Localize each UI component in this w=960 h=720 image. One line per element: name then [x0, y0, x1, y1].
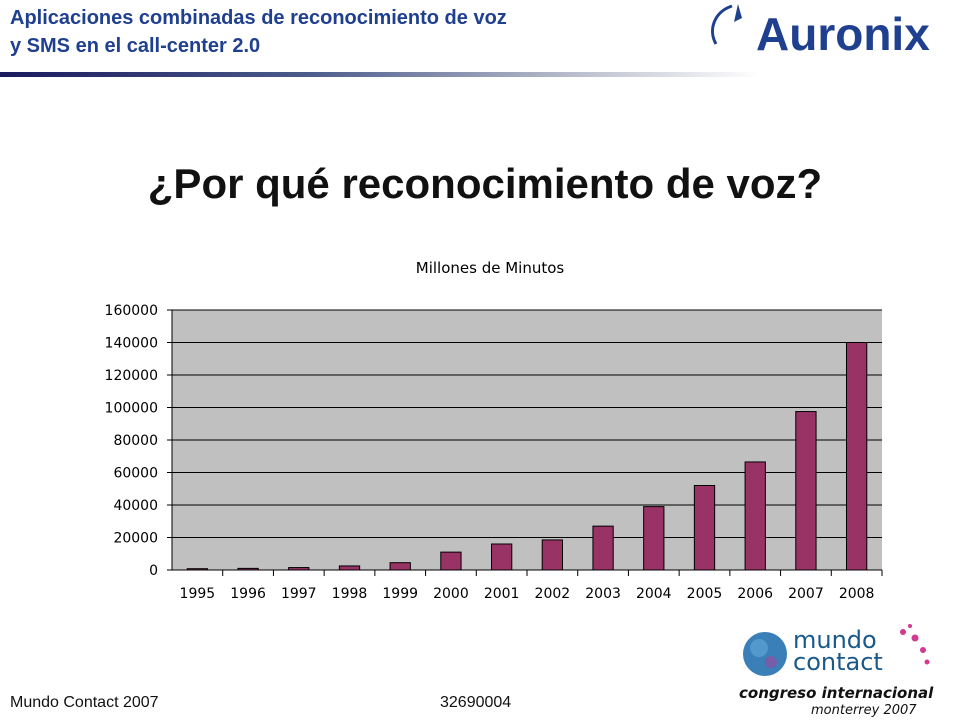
bar-2008 [846, 342, 868, 571]
x-tick-label: 2005 [687, 586, 723, 602]
presentation-title-line-1: Aplicaciones combinadas de reconocimient… [10, 7, 507, 29]
y-tick-label: 120000 [105, 368, 158, 384]
bar-1995 [186, 568, 208, 571]
x-tick-label: 1997 [281, 586, 317, 602]
y-tick-label: 20000 [113, 531, 158, 547]
bar-1997 [288, 567, 310, 571]
event-logo-line-2: contact [793, 648, 883, 676]
x-tick-label: 2007 [788, 586, 824, 602]
logo-wordmark: Auronix [756, 8, 930, 60]
x-tick-label: 1999 [382, 586, 418, 602]
x-tick-label: 2002 [535, 586, 571, 602]
logo-swoosh [711, 4, 733, 45]
bar-1999 [389, 562, 411, 571]
bar-1998 [338, 565, 361, 571]
y-tick-label: 100000 [105, 401, 158, 417]
presentation-title-line-2: y SMS en el call-center 2.0 [10, 35, 261, 57]
event-logo-line-1: mundo [793, 626, 877, 654]
bar-1996 [237, 567, 259, 571]
footer-code: 32690004 [440, 694, 512, 711]
footer-event-name: Mundo Contact 2007 [10, 694, 159, 711]
x-tick-label: 2001 [484, 586, 520, 602]
x-tick-label: 1996 [230, 586, 266, 602]
bar-chart: Millones de Minutos 0 20000 40000 60000 8000… [105, 259, 883, 602]
event-logo-line-4: monterrey 2007 [811, 703, 917, 718]
y-tick-label: 140000 [105, 336, 158, 352]
y-tick-label: 40000 [113, 498, 158, 514]
x-tick-label: 2000 [433, 586, 469, 602]
y-tick-label: 60000 [113, 466, 158, 482]
y-tick-label: 80000 [113, 433, 158, 449]
x-tick-label: 2006 [737, 586, 773, 602]
x-tick-label: 1998 [332, 586, 368, 602]
bar-2006 [744, 461, 766, 571]
mundo-contact-logo: mundo contact congreso internacional mon… [739, 624, 934, 718]
x-tick-label: 2008 [839, 586, 875, 602]
logo-swoosh-accent [734, 4, 742, 22]
bar-2002 [541, 539, 564, 571]
event-logo-line-3: congreso internacional [739, 684, 934, 702]
chart-title: Millones de Minutos [416, 259, 565, 277]
bar-2007 [795, 411, 817, 571]
bar-2004 [643, 506, 665, 571]
y-tick-label: 160000 [105, 303, 158, 319]
bar-2005 [693, 485, 716, 571]
dot-icon [900, 629, 906, 635]
slide-title: ¿Por qué reconocimiento de voz? [147, 160, 823, 207]
x-tick-label: 2003 [585, 586, 621, 602]
bar-2000 [440, 551, 462, 571]
x-tick-label: 1995 [180, 586, 216, 602]
presentation-title: Aplicaciones combinadas de reconocimient… [10, 4, 690, 60]
bar-2003 [592, 525, 614, 571]
y-tick-label: 0 [149, 563, 158, 579]
x-tick-label: 2004 [636, 586, 672, 602]
auronix-logo: Auronix [711, 4, 930, 60]
header-divider [0, 72, 760, 77]
bar-2001 [491, 543, 513, 571]
